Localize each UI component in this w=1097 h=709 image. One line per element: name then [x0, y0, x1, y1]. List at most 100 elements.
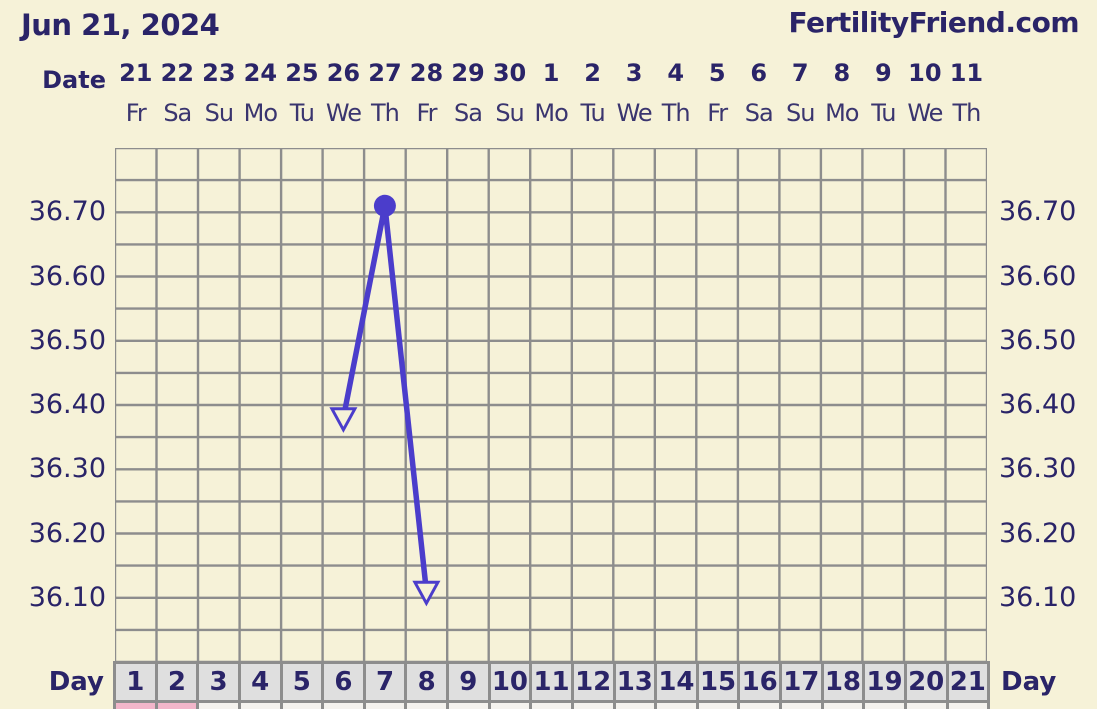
date-cell: 25 — [285, 59, 319, 87]
weekday-cell: Sa — [744, 99, 774, 127]
weekday-cell: Tu — [289, 99, 315, 127]
temperature-tick-label: 36.10 — [999, 581, 1077, 613]
temperature-tick-label: 36.10 — [28, 581, 106, 613]
cycle-strip-cell[interactable] — [113, 703, 155, 709]
cycle-day-cell[interactable]: 13 — [612, 664, 655, 700]
date-axis-row: 21 22 23 24 25 26 27 28 29 30 1 2 3 4 5 6 7 8 9 10 11 — [115, 58, 987, 88]
cycle-day-cell[interactable]: 12 — [570, 664, 613, 700]
temperature-tick-label: 36.50 — [999, 324, 1077, 356]
cycle-strip-cell[interactable] — [321, 703, 363, 709]
date-cell: 4 — [667, 59, 685, 87]
cycle-day-cell[interactable]: 10 — [487, 664, 530, 700]
cycle-day-cell[interactable]: 14 — [654, 664, 696, 700]
weekday-cell: Su — [495, 99, 524, 127]
bbt-chart-svg — [113, 146, 989, 664]
cycle-strip-cell[interactable] — [820, 703, 863, 709]
weekday-cell: Tu — [580, 99, 605, 127]
temperature-tick-label: 36.70 — [28, 196, 106, 228]
cycle-strip-cell[interactable] — [570, 703, 613, 709]
cycle-strip-cell[interactable] — [862, 703, 904, 709]
weekday-cell: Th — [661, 99, 691, 127]
temperature-tick-label: 36.20 — [28, 517, 106, 549]
date-cell: 29 — [451, 59, 485, 87]
cycle-strip-cell[interactable] — [279, 703, 322, 709]
date-cell: 22 — [160, 59, 194, 87]
cycle-strip-cell[interactable] — [903, 703, 946, 709]
cycle-day-cell[interactable]: 11 — [529, 664, 571, 700]
weekday-cell: We — [616, 99, 653, 127]
cycle-strip-cell[interactable] — [404, 703, 446, 709]
weekday-cell: Fr — [707, 99, 728, 127]
cycle-day-cell[interactable]: 18 — [820, 664, 863, 700]
cycle-day-cell[interactable]: 17 — [779, 664, 821, 700]
cycle-strip-cell[interactable] — [237, 703, 280, 709]
date-cell: 2 — [584, 59, 601, 87]
date-cell: 26 — [326, 59, 361, 87]
cycle-strip-cell[interactable] — [529, 703, 571, 709]
cycle-day-cell[interactable]: 19 — [862, 664, 904, 700]
date-cell: 3 — [625, 59, 643, 87]
cycle-day-cell[interactable]: 3 — [196, 664, 238, 700]
weekday-cell: Su — [204, 99, 234, 127]
cycle-day-cell[interactable]: 8 — [404, 664, 446, 700]
weekday-cell: Th — [952, 99, 981, 127]
temperature-tick-label: 36.20 — [999, 517, 1077, 549]
temperature-tick-label: 36.60 — [999, 260, 1077, 292]
date-cell: 21 — [119, 59, 153, 87]
weekday-cell: Fr — [416, 99, 438, 127]
weekday-cell: We — [325, 99, 362, 127]
cycle-day-cell[interactable]: 15 — [695, 664, 738, 700]
temperature-tick-label: 36.50 — [28, 324, 106, 356]
weekday-cell: Mo — [243, 99, 278, 127]
cycle-day-cell[interactable]: 4 — [237, 664, 280, 700]
cycle-strip-cell[interactable] — [779, 703, 821, 709]
cycle-strip-cell[interactable] — [446, 703, 488, 709]
cycle-data-strip — [113, 703, 991, 709]
temperature-point-triangle-down[interactable] — [329, 407, 358, 433]
cycle-day-band: 1 2 3 4 5 6 7 8 9 10 11 12 13 14 15 16 17 18 19 20 21 — [113, 661, 991, 703]
date-cell: 27 — [368, 59, 402, 87]
cycle-day-cell[interactable]: 5 — [279, 664, 322, 700]
day-axis-label-right: Day — [1001, 667, 1057, 697]
temperature-tick-label: 36.40 — [999, 389, 1077, 420]
temperature-tick-label: 36.60 — [28, 260, 106, 292]
cycle-day-cell[interactable]: 16 — [737, 664, 779, 700]
day-axis-label-left: Day — [48, 667, 104, 697]
cycle-day-cell[interactable]: 21 — [945, 664, 991, 700]
cycle-strip-cell[interactable] — [737, 703, 779, 709]
date-cell: 24 — [243, 59, 278, 87]
cycle-day-cell[interactable]: 2 — [154, 664, 197, 700]
cycle-strip-cell[interactable] — [612, 703, 655, 709]
cycle-day-cell[interactable]: 1 — [113, 664, 155, 700]
cycle-strip-cell[interactable] — [487, 703, 530, 709]
temperature-point-circle[interactable] — [373, 194, 396, 217]
temperature-point-triangle-down[interactable] — [412, 580, 441, 607]
weekday-cell: We — [907, 99, 943, 127]
date-cell: 30 — [492, 59, 527, 87]
date-cell: 5 — [708, 59, 726, 87]
temperature-tick-label: 36.30 — [28, 453, 106, 485]
cycle-strip-cell[interactable] — [654, 703, 696, 709]
cycle-day-cell[interactable]: 9 — [446, 664, 488, 700]
cycle-strip-cell[interactable] — [945, 703, 991, 709]
weekday-cell: Mo — [534, 99, 568, 127]
cycle-strip-cell[interactable] — [362, 703, 405, 709]
cycle-strip-cell[interactable] — [154, 703, 197, 709]
cycle-day-cell[interactable]: 7 — [362, 664, 405, 700]
cycle-strip-cell[interactable] — [196, 703, 238, 709]
cycle-strip-cell[interactable] — [695, 703, 738, 709]
weekday-cell: Su — [786, 99, 815, 127]
date-cell: 23 — [202, 59, 236, 87]
date-cell: 1 — [542, 59, 560, 87]
weekday-cell: Th — [371, 99, 400, 127]
cycle-day-cell[interactable]: 6 — [321, 664, 363, 700]
date-cell: 28 — [409, 59, 444, 87]
date-cell: 8 — [833, 59, 851, 87]
brand-link[interactable]: FertilityFriend.com — [788, 6, 1080, 39]
cycle-day-cell[interactable]: 20 — [903, 664, 946, 700]
date-cell: 6 — [750, 59, 768, 87]
bbt-chart-plot-area[interactable] — [113, 146, 989, 664]
temperature-tick-label: 36.30 — [999, 453, 1077, 485]
weekday-cell: Sa — [454, 99, 483, 127]
weekday-cell: Mo — [825, 99, 859, 127]
